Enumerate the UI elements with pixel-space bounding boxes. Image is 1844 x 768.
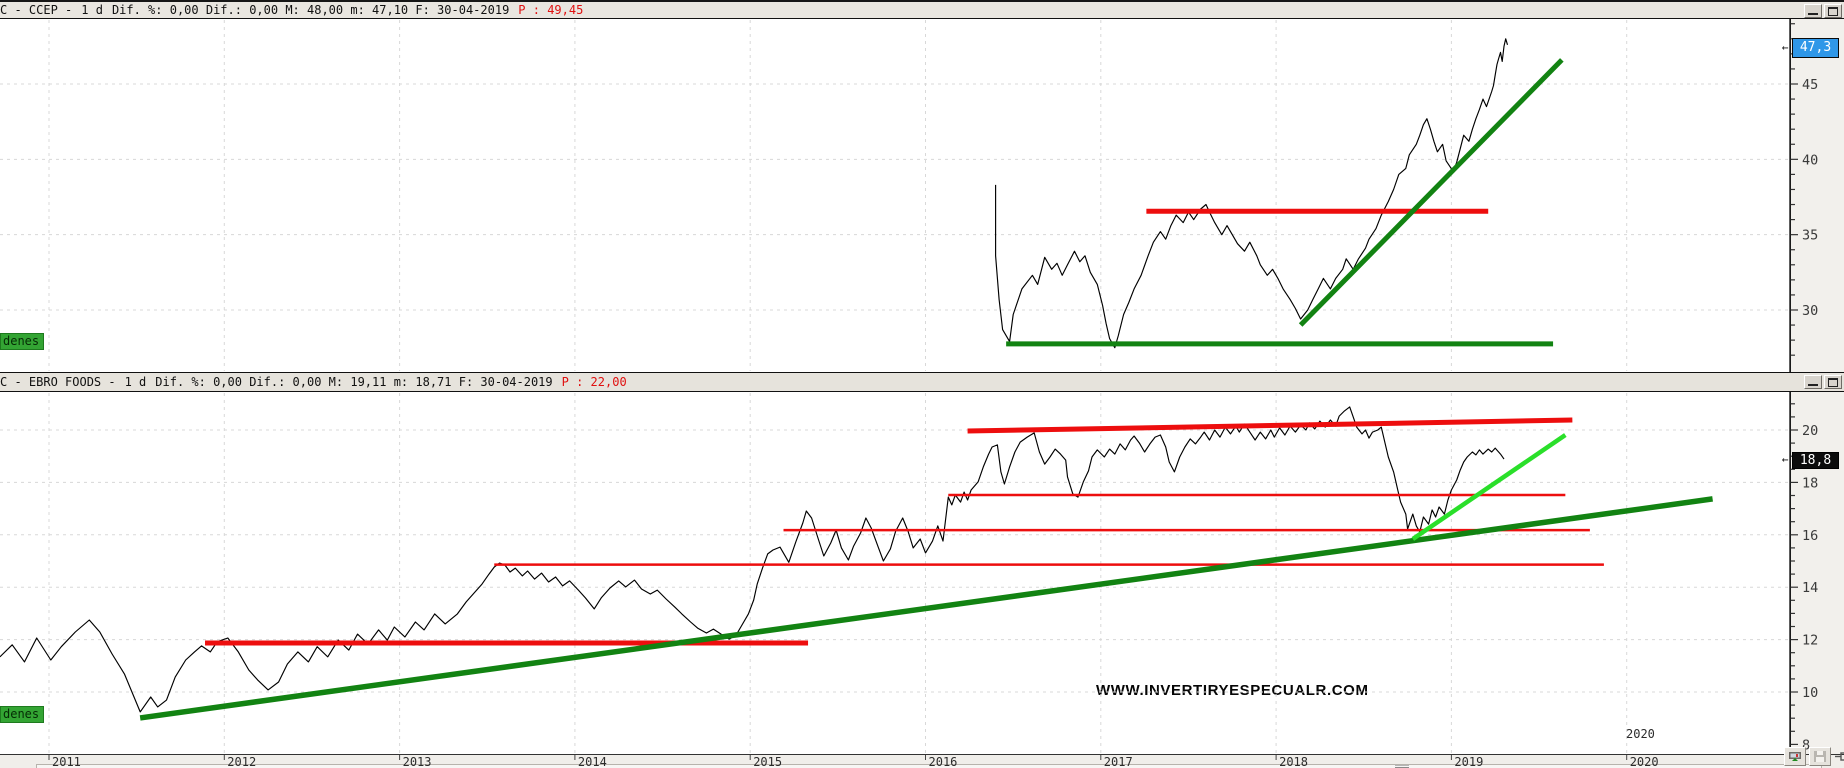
left-arrow-icon: ← xyxy=(1781,41,1789,54)
watermark-text: WWW.INVERTIRYESPECUALR.COM xyxy=(1096,682,1369,699)
period-value: 1 d xyxy=(124,375,147,389)
inner-year-label: 2020 xyxy=(1626,727,1655,741)
panel-window-buttons xyxy=(1804,375,1842,389)
ebro-panel-header: C - EBRO FOODS - 1 d Dif. %: 0,00 Dif.: … xyxy=(0,372,1844,392)
minimize-button[interactable] xyxy=(1804,4,1822,18)
minimize-icon xyxy=(1808,13,1818,15)
maximize-icon xyxy=(1828,7,1838,16)
pin-icon xyxy=(1834,752,1844,761)
instrument-title: C - EBRO FOODS - xyxy=(0,375,116,389)
orders-button-ebro[interactable]: denes xyxy=(0,706,45,723)
ccep-panel-header: C - CCEP - 1 d Dif. %: 0,00 Dif.: 0,00 M… xyxy=(0,2,1844,19)
maximize-icon xyxy=(1828,378,1838,387)
maximize-button[interactable] xyxy=(1824,4,1842,18)
ccep-price-tag: 47,3 xyxy=(1792,38,1839,58)
chart-window-icon xyxy=(1789,751,1801,761)
save-icon xyxy=(1814,751,1826,762)
ebro-price-tag: 18,8 xyxy=(1792,452,1839,469)
last-price-value: P : 49,45 xyxy=(518,3,584,17)
left-arrow-icon: ← xyxy=(1781,453,1789,466)
session-metrics: Dif. %: 0,00 Dif.: 0,00 M: 19,11 m: 18,7… xyxy=(155,375,553,389)
session-metrics: Dif. %: 0,00 Dif.: 0,00 M: 48,00 m: 47,1… xyxy=(111,3,510,17)
minimize-button[interactable] xyxy=(1804,375,1822,389)
instrument-title: C - CCEP - xyxy=(0,3,73,17)
horizontal-scrollbar[interactable] xyxy=(36,764,1822,768)
period-value: 1 d xyxy=(81,3,103,17)
minimize-icon xyxy=(1808,384,1818,386)
ebro-chart-area[interactable] xyxy=(0,392,1790,754)
bottom-toolbar xyxy=(1784,747,1844,766)
chart-window-button[interactable] xyxy=(1784,747,1806,766)
save-button[interactable] xyxy=(1809,747,1831,766)
pin-button[interactable] xyxy=(1834,748,1844,765)
last-price-value: P : 22,00 xyxy=(561,375,627,389)
panel-window-buttons xyxy=(1804,4,1842,18)
orders-button-ccep[interactable]: denes xyxy=(0,333,45,350)
maximize-button[interactable] xyxy=(1824,375,1842,389)
ccep-chart-area[interactable] xyxy=(0,19,1790,372)
